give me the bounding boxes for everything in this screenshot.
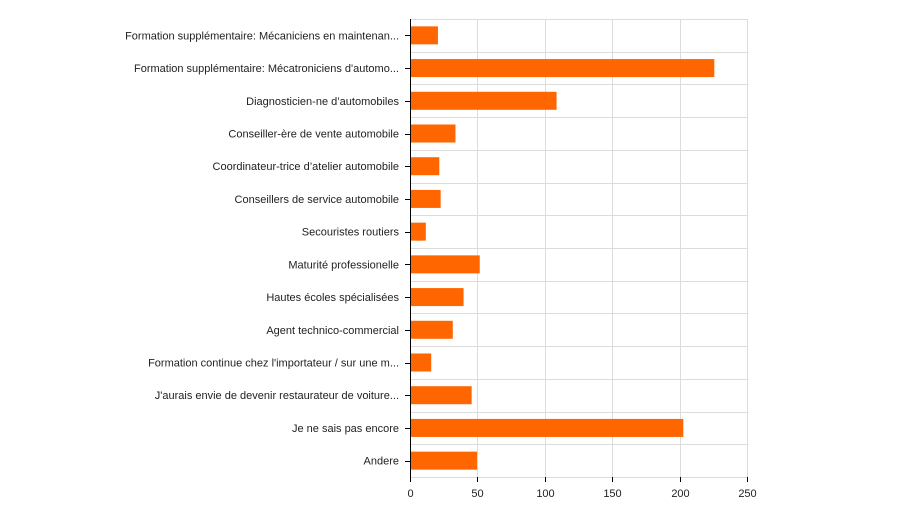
bar <box>411 353 432 372</box>
x-tick-label: 100 <box>536 488 554 500</box>
category-label: Conseillers de service automobile <box>235 194 399 206</box>
category-label: Je ne sais pas encore <box>292 423 399 435</box>
x-tick-label: 150 <box>603 488 621 500</box>
bar <box>411 157 440 176</box>
tick-label-layer: 0 50 100 150 200 250 <box>407 488 756 500</box>
grid-layer <box>410 19 748 478</box>
category-label: Formation supplémentaire: Mécaniciens en… <box>125 30 399 42</box>
category-label: J'aurais envie de devenir restaurateur d… <box>155 390 399 402</box>
bar <box>411 320 453 339</box>
bar <box>411 59 715 78</box>
x-tick-label: 0 <box>407 488 413 500</box>
bar <box>411 386 472 405</box>
category-label: Coordinateur-trice d’atelier automobile <box>213 161 399 173</box>
bar <box>411 189 441 208</box>
category-label: Diagnosticien-ne d’automobiles <box>246 96 399 108</box>
category-label: Conseiller-ère de vente automobile <box>228 129 399 141</box>
category-label-layer: Formation supplémentaire: Mécaniciens en… <box>125 30 399 467</box>
bar <box>411 255 480 274</box>
bar <box>411 288 464 307</box>
category-label: Secouristes routiers <box>302 227 400 239</box>
axis-layer <box>405 19 748 482</box>
category-label: Agent technico-commercial <box>266 325 399 337</box>
bar <box>411 418 684 437</box>
x-tick-label: 50 <box>471 488 483 500</box>
x-tick-label: 200 <box>671 488 689 500</box>
bar <box>411 91 557 110</box>
bar <box>411 26 438 45</box>
category-label: Hautes écoles spécialisées <box>266 292 399 304</box>
bar <box>411 451 478 470</box>
bar <box>411 222 426 241</box>
x-tick-label: 250 <box>738 488 756 500</box>
category-label: Formation supplémentaire: Mécatroniciens… <box>134 63 399 75</box>
category-label: Formation continue chez l'importateur / … <box>148 358 399 370</box>
bar-layer <box>411 26 715 470</box>
bar <box>411 124 456 143</box>
category-label: Maturité professionelle <box>288 259 399 271</box>
category-label: Andere <box>364 456 399 468</box>
